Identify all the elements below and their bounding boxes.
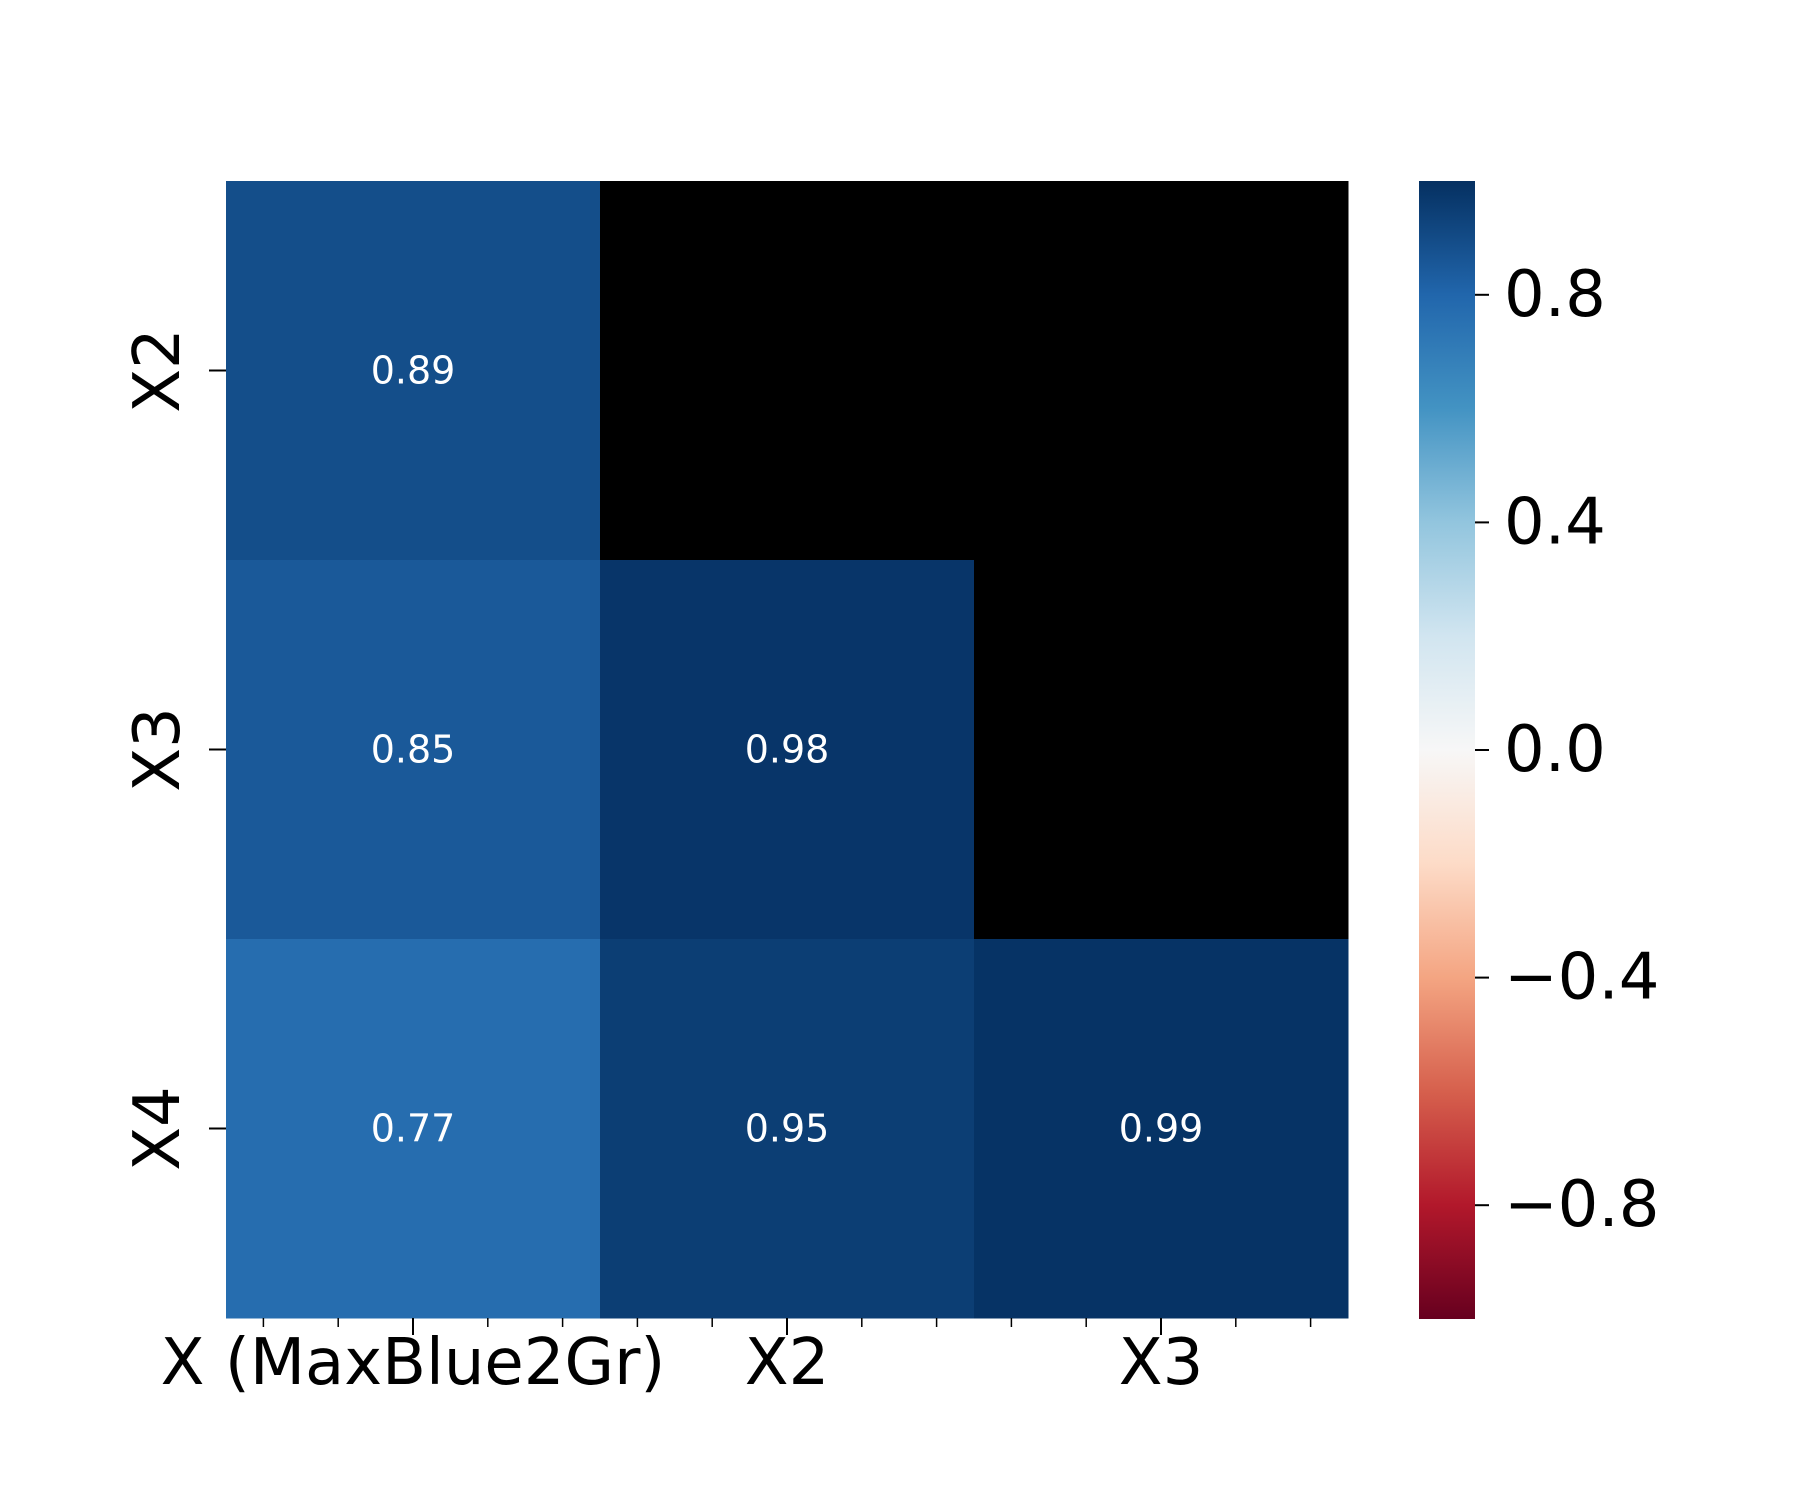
heatmap-cell-value: 0.85 [371,728,456,772]
heatmap-cell [974,939,1349,1319]
x-tick-label: X (MaxBlue2Gr) [161,1326,666,1400]
heatmap-cell-masked [600,181,975,561]
heatmap-cell-value: 0.95 [745,1107,830,1151]
colorbar: 0.8 0.4 0.0 −0.4 −0.8 [1419,181,1659,1319]
y-tick-label: X2 [121,328,195,413]
y-tick-label: X3 [121,707,195,792]
x-axis: X (MaxBlue2Gr) X2 X3 [161,1318,1312,1400]
heatmap-cell [600,560,975,940]
heatmap-cell-value: 0.77 [371,1107,456,1151]
x-tick-label: X2 [745,1326,830,1400]
heatmap-cell-masked [974,560,1349,940]
y-tick-label: X4 [121,1086,195,1171]
y-axis: X2 X3 X4 [121,328,226,1171]
colorbar-tick-label: 0.4 [1504,485,1606,559]
heatmap-cell [226,181,601,561]
heatmap-cell [600,939,975,1319]
heatmap-cell-masked [974,181,1349,561]
x-tick-label: X3 [1119,1326,1204,1400]
heatmap-cell [226,939,601,1319]
colorbar-tick-label: 0.8 [1504,258,1606,332]
heatmap-cell-value: 0.89 [371,349,456,393]
colorbar-tick-label: −0.4 [1504,941,1659,1015]
heatmap-cell-value: 0.99 [1119,1107,1204,1151]
colorbar-gradient [1419,181,1475,1319]
heatmap-cell-labels: 0.89 0.85 0.98 0.77 0.95 0.99 [371,349,1204,1151]
heatmap-cell [226,560,601,940]
heatmap-cells [226,181,1349,1319]
colorbar-tick-label: 0.0 [1504,713,1606,787]
heatmap-cell-value: 0.98 [745,728,830,772]
colorbar-tick-label: −0.8 [1504,1168,1659,1242]
